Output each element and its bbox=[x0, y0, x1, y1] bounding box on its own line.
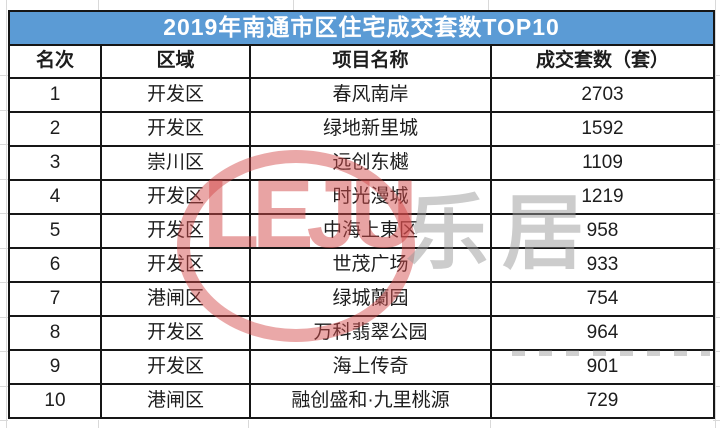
gridline bbox=[0, 213, 8, 214]
table-row: 1 开发区 春风南岸 2703 bbox=[8, 77, 715, 113]
table-row: 3 崇川区 远创东樾 1109 bbox=[8, 145, 715, 181]
project-cell: 绿城蘭园 bbox=[249, 281, 492, 317]
gridline bbox=[713, 386, 720, 387]
gridline bbox=[488, 0, 489, 10]
table-row: 9 开发区 海上传奇 901 bbox=[8, 349, 715, 385]
rank-cell: 3 bbox=[8, 145, 102, 181]
gridline bbox=[713, 317, 720, 318]
gridline bbox=[715, 0, 716, 428]
count-cell: 1219 bbox=[490, 179, 715, 215]
count-cell: 1592 bbox=[490, 111, 715, 147]
project-cell: 春风南岸 bbox=[249, 77, 492, 113]
gridline bbox=[98, 0, 99, 10]
rank-cell: 5 bbox=[8, 213, 102, 249]
table-row: 10 港闸区 融创盛和·九里桃源 729 bbox=[8, 383, 715, 419]
table-row: 8 开发区 万科翡翠公园 964 bbox=[8, 315, 715, 351]
project-cell: 远创东樾 bbox=[249, 145, 492, 181]
district-cell: 港闸区 bbox=[100, 383, 251, 419]
count-cell: 933 bbox=[490, 247, 715, 283]
project-cell: 海上传奇 bbox=[249, 349, 492, 385]
table-row: 5 开发区 中海上東区 958 bbox=[8, 213, 715, 249]
district-cell: 开发区 bbox=[100, 179, 251, 215]
col-header-rank: 名次 bbox=[8, 44, 102, 79]
count-cell: 958 bbox=[490, 213, 715, 249]
table-row: 6 开发区 世茂广场 933 bbox=[8, 247, 715, 283]
gridline bbox=[98, 420, 99, 428]
column-header-row: 名次 区域 项目名称 成交套数（套） bbox=[8, 44, 715, 79]
gridline bbox=[713, 144, 720, 145]
rank-cell: 6 bbox=[8, 247, 102, 283]
col-header-district: 区域 bbox=[100, 44, 251, 79]
gridline bbox=[293, 0, 294, 10]
count-cell: 1109 bbox=[490, 145, 715, 181]
district-cell: 开发区 bbox=[100, 247, 251, 283]
table-row: 2 开发区 绿地新里城 1592 bbox=[8, 111, 715, 147]
project-cell: 万科翡翠公园 bbox=[249, 315, 492, 351]
table-title-row: 2019年南通市区住宅成交套数TOP10 bbox=[8, 10, 715, 46]
count-cell: 2703 bbox=[490, 77, 715, 113]
project-cell: 世茂广场 bbox=[249, 247, 492, 283]
page-title: 2019年南通市区住宅成交套数TOP10 bbox=[8, 10, 715, 46]
district-cell: 开发区 bbox=[100, 349, 251, 385]
gridline bbox=[713, 110, 720, 111]
count-cell: 964 bbox=[490, 315, 715, 351]
project-cell: 绿地新里城 bbox=[249, 111, 492, 147]
gridline bbox=[713, 248, 720, 249]
gridline bbox=[0, 110, 8, 111]
gridline bbox=[490, 420, 491, 428]
rank-cell: 9 bbox=[8, 349, 102, 385]
gridline bbox=[713, 75, 720, 76]
rank-cell: 7 bbox=[8, 281, 102, 317]
gridline bbox=[713, 282, 720, 283]
count-cell: 754 bbox=[490, 281, 715, 317]
count-cell: 729 bbox=[490, 383, 715, 419]
gridline bbox=[0, 386, 8, 387]
district-cell: 开发区 bbox=[100, 213, 251, 249]
count-cell: 901 bbox=[490, 349, 715, 385]
rank-cell: 1 bbox=[8, 77, 102, 113]
district-cell: 开发区 bbox=[100, 77, 251, 113]
gridline bbox=[0, 248, 8, 249]
rank-cell: 2 bbox=[8, 111, 102, 147]
gridline bbox=[0, 144, 8, 145]
gridline bbox=[713, 420, 720, 421]
gridline bbox=[713, 179, 720, 180]
gridline bbox=[0, 351, 8, 352]
ranking-table: 2019年南通市区住宅成交套数TOP10 名次 区域 项目名称 成交套数（套） … bbox=[8, 10, 715, 419]
table-row: 7 港闸区 绿城蘭园 754 bbox=[8, 281, 715, 317]
gridline bbox=[0, 179, 8, 180]
rank-cell: 8 bbox=[8, 315, 102, 351]
col-header-project: 项目名称 bbox=[249, 44, 492, 79]
rank-cell: 4 bbox=[8, 179, 102, 215]
gridline bbox=[248, 420, 249, 428]
gridline bbox=[0, 75, 8, 76]
gridline bbox=[0, 317, 8, 318]
gridline bbox=[0, 282, 8, 283]
district-cell: 港闸区 bbox=[100, 281, 251, 317]
gridline bbox=[713, 213, 720, 214]
gridline bbox=[713, 351, 720, 352]
gridline bbox=[0, 420, 8, 421]
rank-cell: 10 bbox=[8, 383, 102, 419]
project-cell: 融创盛和·九里桃源 bbox=[249, 383, 492, 419]
district-cell: 开发区 bbox=[100, 111, 251, 147]
project-cell: 时光漫城 bbox=[249, 179, 492, 215]
district-cell: 崇川区 bbox=[100, 145, 251, 181]
project-cell: 中海上東区 bbox=[249, 213, 492, 249]
table-row: 4 开发区 时光漫城 1219 bbox=[8, 179, 715, 215]
district-cell: 开发区 bbox=[100, 315, 251, 351]
gridline bbox=[6, 0, 7, 428]
col-header-count: 成交套数（套） bbox=[490, 44, 715, 79]
